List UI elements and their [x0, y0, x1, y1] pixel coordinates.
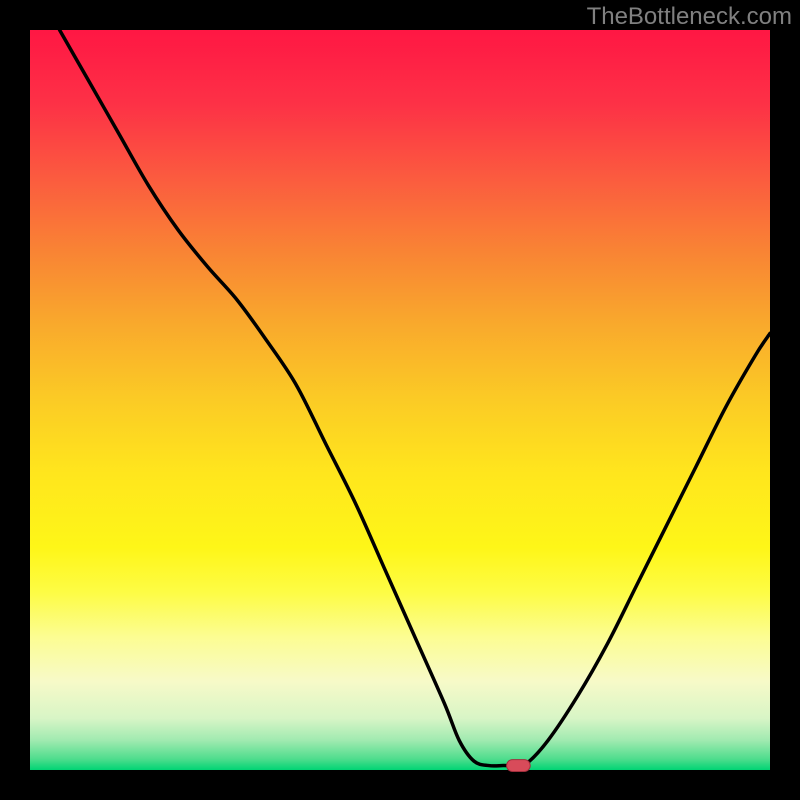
optimal-marker: [507, 760, 531, 772]
chart-background-gradient: [30, 30, 770, 770]
chart-svg: TheBottleneck.com: [0, 0, 800, 800]
bottleneck-chart: TheBottleneck.com: [0, 0, 800, 800]
watermark-text: TheBottleneck.com: [587, 3, 792, 30]
